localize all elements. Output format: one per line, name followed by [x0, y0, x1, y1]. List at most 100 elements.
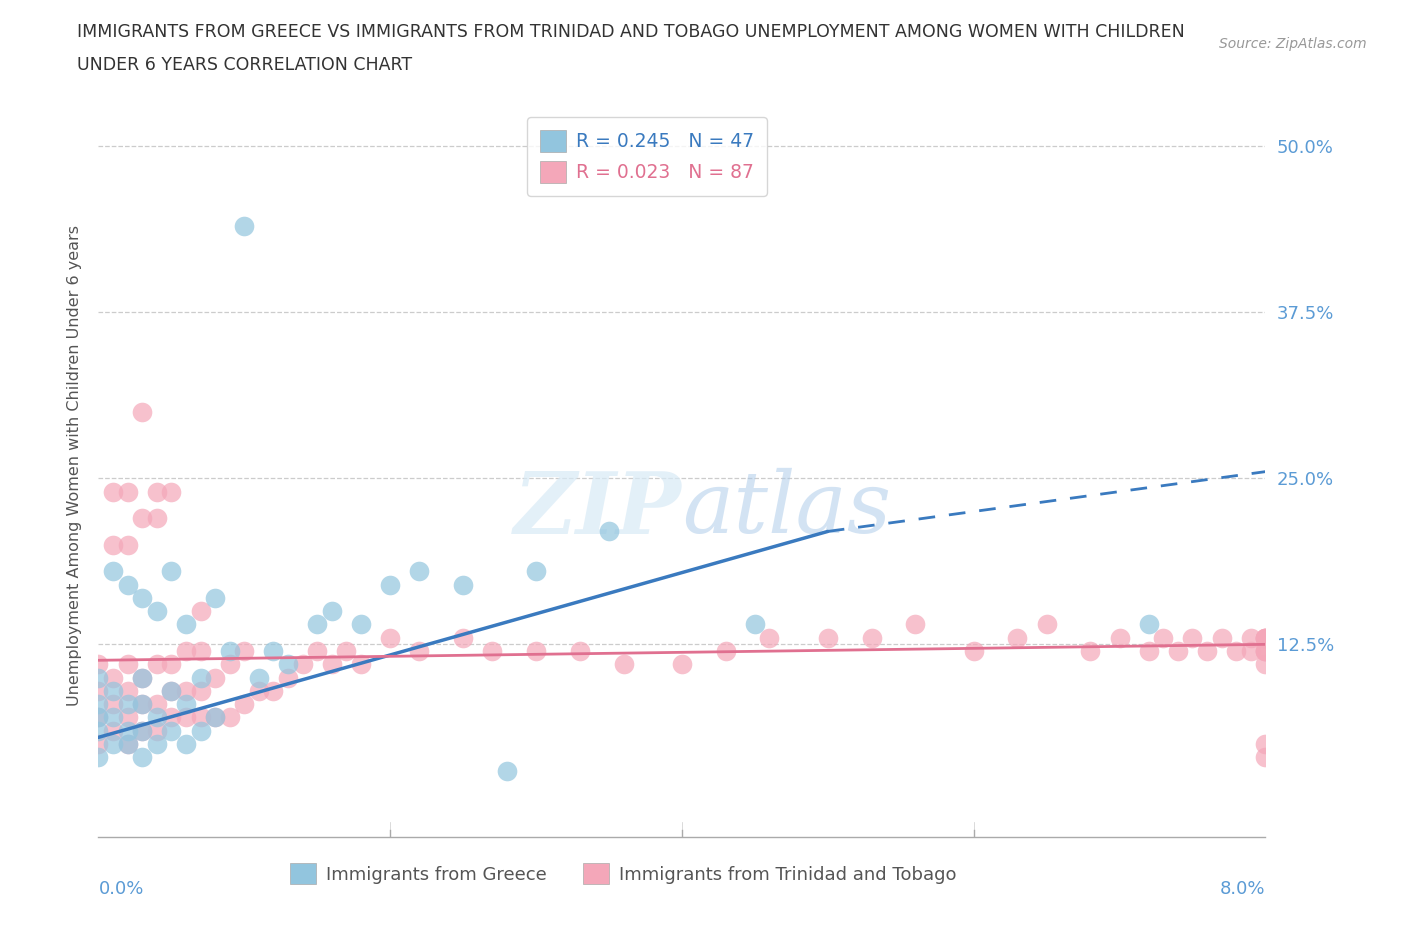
Point: [612, 657, 634, 671]
Y-axis label: Unemployment Among Women with Children Under 6 years: Unemployment Among Women with Children U…: [66, 224, 82, 706]
Point: [160, 684, 183, 698]
Point: [131, 405, 153, 419]
Point: [1254, 657, 1277, 671]
Point: [190, 684, 212, 698]
Point: [87, 724, 110, 738]
Point: [277, 671, 299, 685]
Point: [87, 684, 110, 698]
Text: Source: ZipAtlas.com: Source: ZipAtlas.com: [1219, 37, 1367, 51]
Point: [1137, 617, 1160, 631]
Point: [87, 671, 110, 685]
Point: [262, 644, 284, 658]
Point: [218, 657, 240, 671]
Point: [218, 710, 240, 724]
Point: [117, 697, 139, 711]
Text: 0.0%: 0.0%: [98, 880, 143, 897]
Point: [131, 750, 153, 764]
Point: [1254, 644, 1277, 658]
Point: [131, 697, 153, 711]
Point: [190, 724, 212, 738]
Point: [1254, 644, 1277, 658]
Point: [174, 697, 197, 711]
Point: [101, 564, 124, 578]
Point: [321, 604, 343, 618]
Point: [190, 644, 212, 658]
Point: [204, 671, 226, 685]
Point: [451, 631, 474, 645]
Point: [131, 591, 153, 605]
Point: [1254, 644, 1277, 658]
Text: ZIP: ZIP: [515, 468, 682, 551]
Point: [335, 644, 357, 658]
Point: [524, 564, 547, 578]
Point: [1108, 631, 1130, 645]
Point: [1254, 631, 1277, 645]
Point: [380, 631, 402, 645]
Text: atlas: atlas: [682, 469, 891, 551]
Point: [101, 710, 124, 724]
Point: [1254, 750, 1277, 764]
Point: [247, 684, 270, 698]
Point: [204, 591, 226, 605]
Point: [262, 684, 284, 698]
Point: [117, 578, 139, 592]
Point: [204, 710, 226, 724]
Point: [146, 710, 169, 724]
Point: [1167, 644, 1189, 658]
Point: [233, 644, 256, 658]
Point: [190, 710, 212, 724]
Point: [1007, 631, 1029, 645]
Point: [1211, 631, 1233, 645]
Point: [218, 644, 240, 658]
Point: [350, 617, 373, 631]
Point: [160, 684, 183, 698]
Point: [1080, 644, 1102, 658]
Point: [321, 657, 343, 671]
Point: [671, 657, 693, 671]
Point: [87, 710, 110, 724]
Point: [1254, 631, 1277, 645]
Point: [146, 485, 169, 499]
Point: [174, 684, 197, 698]
Point: [160, 564, 183, 578]
Point: [380, 578, 402, 592]
Point: [87, 697, 110, 711]
Point: [204, 710, 226, 724]
Point: [307, 617, 329, 631]
Point: [496, 764, 519, 778]
Point: [117, 684, 139, 698]
Point: [101, 724, 124, 738]
Point: [87, 710, 110, 724]
Point: [87, 737, 110, 751]
Point: [481, 644, 503, 658]
Point: [247, 671, 270, 685]
Point: [408, 644, 430, 658]
Point: [1240, 644, 1263, 658]
Point: [1137, 644, 1160, 658]
Legend: Immigrants from Greece, Immigrants from Trinidad and Tobago: Immigrants from Greece, Immigrants from …: [283, 856, 965, 891]
Point: [101, 737, 124, 751]
Point: [1254, 737, 1277, 751]
Point: [117, 710, 139, 724]
Point: [160, 710, 183, 724]
Point: [568, 644, 591, 658]
Point: [904, 617, 927, 631]
Point: [101, 485, 124, 499]
Point: [277, 657, 299, 671]
Text: UNDER 6 YEARS CORRELATION CHART: UNDER 6 YEARS CORRELATION CHART: [77, 56, 412, 73]
Point: [1254, 631, 1277, 645]
Point: [117, 724, 139, 738]
Point: [146, 737, 169, 751]
Point: [174, 710, 197, 724]
Point: [160, 485, 183, 499]
Point: [1240, 631, 1263, 645]
Point: [146, 697, 169, 711]
Point: [962, 644, 984, 658]
Point: [160, 724, 183, 738]
Point: [117, 485, 139, 499]
Text: 8.0%: 8.0%: [1220, 880, 1265, 897]
Point: [1225, 644, 1247, 658]
Point: [146, 511, 169, 525]
Point: [87, 657, 110, 671]
Point: [291, 657, 314, 671]
